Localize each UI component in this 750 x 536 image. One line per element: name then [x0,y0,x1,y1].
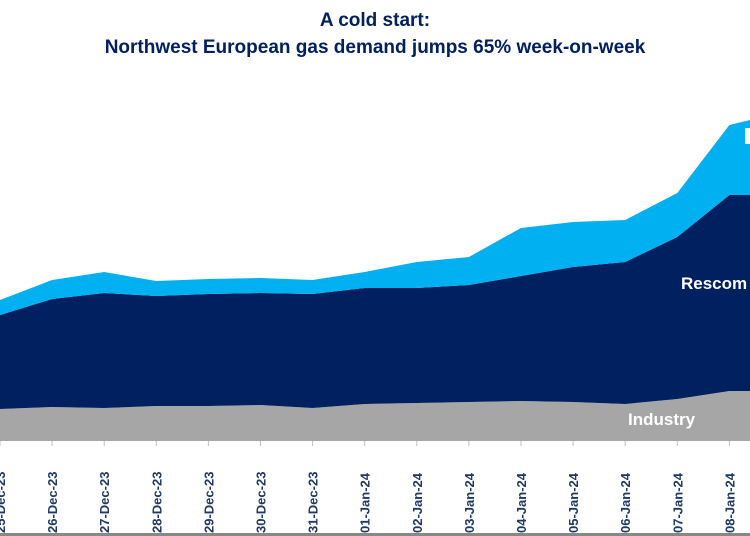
area-series-industry [0,391,750,441]
chart-subtitle: Northwest European gas demand jumps 65% … [104,37,646,58]
area-series-series-2 [0,120,750,315]
x-tick-label: 08-Jan-24 [722,472,737,533]
x-tick-label: 02-Jan-24 [410,472,425,533]
x-tick-label: 06-Jan-24 [618,472,633,533]
series-label: Industry [628,410,696,429]
x-tick-label: 30-Dec-23 [254,472,269,533]
bottom-border [0,533,750,536]
x-tick-label: 27-Dec-23 [97,472,112,533]
chart-title: A cold start: [319,10,431,31]
x-tick-label: 29-Dec-23 [201,472,216,533]
series-label: Rescom [681,274,747,293]
x-tick-label: 07-Jan-24 [670,472,685,533]
x-tick-label: 28-Dec-23 [149,472,164,533]
series-label-partial [745,128,750,144]
x-tick-label: 05-Jan-24 [566,472,581,533]
x-tick-label: 25-Dec-23 [0,472,8,533]
x-tick-label: 26-Dec-23 [45,472,60,533]
x-tick-label: 31-Dec-23 [306,472,321,533]
x-tick-label: 03-Jan-24 [462,472,477,533]
x-tick-label: 04-Jan-24 [514,472,529,533]
area-series-rescom [0,195,750,409]
x-tick-label: 01-Jan-24 [358,472,373,533]
